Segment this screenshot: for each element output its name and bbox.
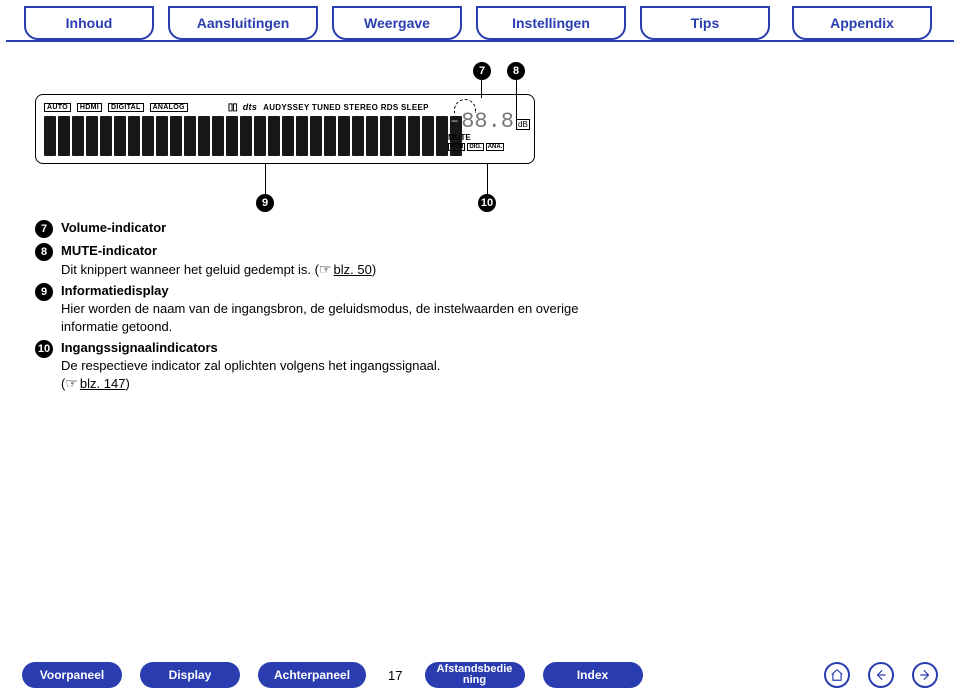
tab-appendix[interactable]: Appendix bbox=[792, 6, 932, 40]
lcd-panel: AUTO HDMI DIGITAL ANALOG ▯▯ dts AUDYSSEY… bbox=[35, 94, 535, 164]
callout-10: 10 bbox=[478, 194, 496, 212]
dot-column bbox=[408, 116, 420, 156]
item-title: MUTE-indicator bbox=[61, 242, 376, 260]
item-num: 9 bbox=[35, 283, 53, 301]
dot-column bbox=[282, 116, 294, 156]
pill-voorpaneel[interactable]: Voorpaneel bbox=[22, 662, 122, 688]
tag-dig: DIG. bbox=[467, 143, 483, 151]
dot-column bbox=[338, 116, 350, 156]
dot-column bbox=[254, 116, 266, 156]
item-body2-suffix: ) bbox=[125, 376, 129, 391]
tag-pcm: PCM bbox=[448, 143, 465, 151]
dot-column bbox=[380, 116, 392, 156]
item-num: 8 bbox=[35, 243, 53, 261]
dot-column bbox=[296, 116, 308, 156]
dot-column bbox=[366, 116, 378, 156]
ind-auto: AUTO bbox=[44, 103, 71, 112]
dot-column bbox=[394, 116, 406, 156]
dts-icon: dts bbox=[243, 102, 257, 112]
dot-column bbox=[310, 116, 322, 156]
list-item: 7 Volume-indicator bbox=[35, 219, 595, 238]
dot-column bbox=[58, 116, 70, 156]
display-panel-area: 7 8 AUTO HDMI DIGITAL ANALOG ▯▯ dts AUDY… bbox=[35, 94, 535, 164]
page-link[interactable]: blz. 147 bbox=[80, 376, 126, 391]
panel-right-block: -88.8dB MUTE PCM DIG. ANA. bbox=[448, 99, 526, 151]
volume-digits: -88.8 bbox=[448, 109, 514, 134]
callout-num-9: 9 bbox=[256, 194, 274, 212]
item-title: Ingangssignaalindicators bbox=[61, 339, 440, 357]
item-body-text: Dit knippert wanneer het geluid gedempt … bbox=[61, 262, 319, 277]
dot-column bbox=[114, 116, 126, 156]
tab-aansluitingen[interactable]: Aansluitingen bbox=[168, 6, 318, 40]
bottom-nav: Voorpaneel Display Achterpaneel 17 Afsta… bbox=[0, 662, 960, 688]
dot-column bbox=[44, 116, 56, 156]
description-list: 7 Volume-indicator 8 MUTE-indicator Dit … bbox=[35, 219, 595, 397]
dot-column bbox=[128, 116, 140, 156]
tab-instellingen[interactable]: Instellingen bbox=[476, 6, 626, 40]
item-body: De respectieve indicator zal oplichten v… bbox=[61, 357, 440, 375]
item-num: 7 bbox=[35, 220, 53, 238]
dot-column bbox=[184, 116, 196, 156]
ind-digital: DIGITAL bbox=[108, 103, 144, 112]
dot-column bbox=[170, 116, 182, 156]
db-label: dB bbox=[516, 119, 530, 130]
mute-label: MUTE bbox=[448, 133, 526, 142]
lead-9 bbox=[265, 164, 266, 194]
dot-column bbox=[226, 116, 238, 156]
dot-column bbox=[86, 116, 98, 156]
item-title: Informatiedisplay bbox=[61, 282, 595, 300]
dot-column bbox=[142, 116, 154, 156]
dot-column bbox=[352, 116, 364, 156]
pill-display[interactable]: Display bbox=[140, 662, 240, 688]
prev-icon[interactable] bbox=[868, 662, 894, 688]
dot-column bbox=[198, 116, 210, 156]
dot-column bbox=[436, 116, 448, 156]
pill-afstandsbediening[interactable]: Afstandsbedie ning bbox=[425, 662, 525, 688]
callout-num-8: 8 bbox=[507, 62, 525, 80]
item-body: Dit knippert wanneer het geluid gedempt … bbox=[61, 260, 376, 279]
item-body-2: (☞blz. 147) bbox=[61, 374, 440, 393]
callout-8: 8 bbox=[507, 62, 525, 80]
tab-tips[interactable]: Tips bbox=[640, 6, 770, 40]
callout-num-10: 10 bbox=[478, 194, 496, 212]
ind-analog: ANALOG bbox=[150, 103, 188, 112]
tag-ana: ANA. bbox=[486, 143, 505, 151]
list-item: 8 MUTE-indicator Dit knippert wanneer he… bbox=[35, 242, 595, 278]
item-body-after: ) bbox=[372, 262, 376, 277]
pointer-icon: ☞ bbox=[319, 261, 332, 277]
list-item: 10 Ingangssignaalindicators De respectie… bbox=[35, 339, 595, 393]
next-icon[interactable] bbox=[912, 662, 938, 688]
ind-rest: AUDYSSEY TUNED STEREO RDS SLEEP bbox=[263, 103, 429, 112]
dot-column bbox=[100, 116, 112, 156]
tab-inhoud[interactable]: Inhoud bbox=[24, 6, 154, 40]
top-tab-nav: Inhoud Aansluitingen Weergave Instellingen T… bbox=[0, 4, 960, 48]
page-number: 17 bbox=[384, 668, 406, 683]
pill-line2: ning bbox=[463, 675, 486, 686]
tab-weergave[interactable]: Weergave bbox=[332, 6, 462, 40]
home-icon[interactable] bbox=[824, 662, 850, 688]
callout-num-7: 7 bbox=[473, 62, 491, 80]
ind-hdmi: HDMI bbox=[77, 103, 102, 112]
item-body: Hier worden de naam van de ingangsbron, … bbox=[61, 300, 595, 335]
item-title: Volume-indicator bbox=[61, 219, 166, 237]
dot-column bbox=[268, 116, 280, 156]
list-item: 9 Informatiedisplay Hier worden de naam … bbox=[35, 282, 595, 335]
pill-achterpaneel[interactable]: Achterpaneel bbox=[258, 662, 366, 688]
item-num: 10 bbox=[35, 340, 53, 358]
page-link[interactable]: blz. 50 bbox=[334, 262, 372, 277]
callout-7: 7 bbox=[473, 62, 491, 80]
dot-column bbox=[72, 116, 84, 156]
pointer-icon: ☞ bbox=[65, 375, 78, 391]
dot-column bbox=[156, 116, 168, 156]
dot-column bbox=[240, 116, 252, 156]
dot-column bbox=[212, 116, 224, 156]
dot-column bbox=[422, 116, 434, 156]
callout-9: 9 bbox=[256, 194, 274, 212]
pill-index[interactable]: Index bbox=[543, 662, 643, 688]
lead-10 bbox=[487, 164, 488, 194]
dot-column bbox=[324, 116, 336, 156]
dolby-icon: ▯▯ bbox=[228, 102, 237, 113]
tab-underline bbox=[6, 40, 954, 42]
signal-tags: PCM DIG. ANA. bbox=[448, 143, 526, 151]
